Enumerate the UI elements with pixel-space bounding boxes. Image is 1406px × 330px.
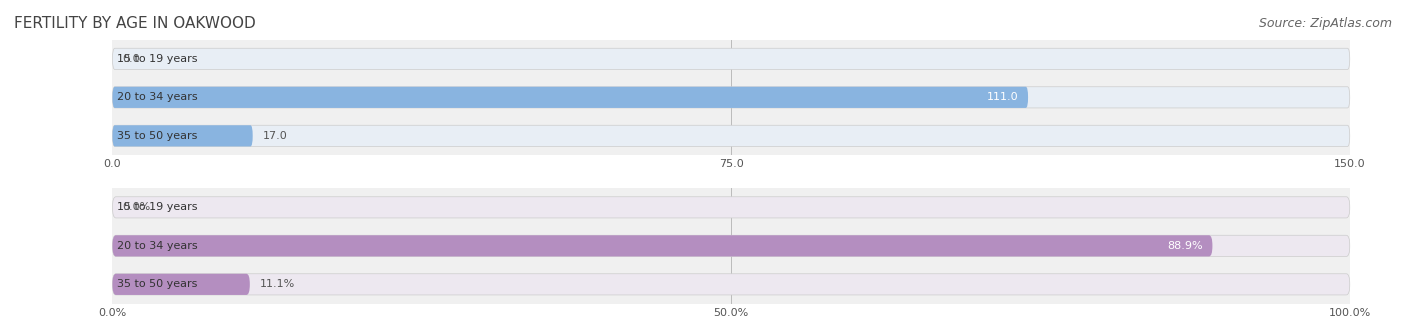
Text: 0.0: 0.0 [122,54,141,64]
Text: FERTILITY BY AGE IN OAKWOOD: FERTILITY BY AGE IN OAKWOOD [14,16,256,31]
Text: 15 to 19 years: 15 to 19 years [118,54,198,64]
FancyBboxPatch shape [112,87,1028,108]
FancyBboxPatch shape [112,274,250,295]
Text: 0.0%: 0.0% [122,202,150,212]
Text: 20 to 34 years: 20 to 34 years [118,92,198,102]
Text: 111.0: 111.0 [987,92,1018,102]
FancyBboxPatch shape [112,235,1350,256]
Text: 17.0: 17.0 [263,131,287,141]
Text: 88.9%: 88.9% [1167,241,1202,251]
FancyBboxPatch shape [112,125,253,147]
Text: 35 to 50 years: 35 to 50 years [118,131,198,141]
FancyBboxPatch shape [112,87,1350,108]
FancyBboxPatch shape [112,48,1350,69]
Text: 11.1%: 11.1% [260,280,295,289]
FancyBboxPatch shape [112,235,1212,256]
FancyBboxPatch shape [112,197,1350,218]
Text: 20 to 34 years: 20 to 34 years [118,241,198,251]
Text: 15 to 19 years: 15 to 19 years [118,202,198,212]
FancyBboxPatch shape [112,274,1350,295]
Text: 35 to 50 years: 35 to 50 years [118,280,198,289]
Text: Source: ZipAtlas.com: Source: ZipAtlas.com [1258,16,1392,29]
FancyBboxPatch shape [112,125,1350,147]
